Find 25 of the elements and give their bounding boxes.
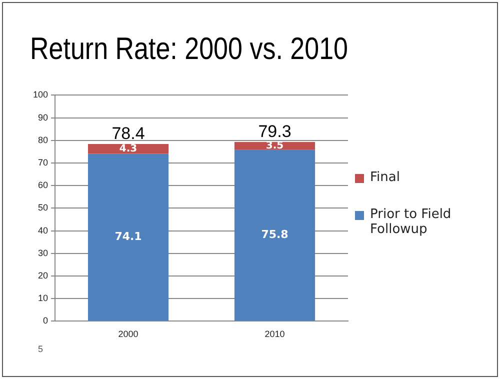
- bar: [234, 150, 316, 321]
- y-tick-label: 20: [38, 270, 48, 280]
- total-label: 78.4: [112, 124, 145, 144]
- data-label: 75.8: [261, 228, 288, 242]
- x-tick-label: 2010: [264, 329, 285, 340]
- legend-label: Final: [370, 170, 400, 185]
- x-tick-label: 2000: [118, 329, 138, 340]
- y-tick-label: 70: [38, 157, 48, 168]
- y-tick-label: 80: [38, 134, 48, 145]
- y-tick-label: 0: [43, 316, 48, 326]
- bar: [88, 154, 169, 321]
- legend-label: Prior to Field Followup: [370, 207, 452, 237]
- total-label: 79.3: [258, 122, 292, 142]
- text: 5: [38, 344, 44, 354]
- y-tick-label: 60: [38, 180, 48, 190]
- y-tick-label: 50: [38, 202, 48, 213]
- data-label: 4.3: [119, 143, 138, 154]
- chart-title: Return Rate: 2000 vs. 2010: [30, 32, 348, 67]
- data-label: 74.1: [114, 230, 142, 244]
- bar: [234, 142, 316, 150]
- y-tick-label: 30: [38, 248, 48, 258]
- y-tick-label: 10: [38, 293, 48, 304]
- y-tick-label: 90: [38, 112, 48, 122]
- y-tick-label: 100: [32, 90, 48, 100]
- y-tick-label: 40: [38, 225, 48, 236]
